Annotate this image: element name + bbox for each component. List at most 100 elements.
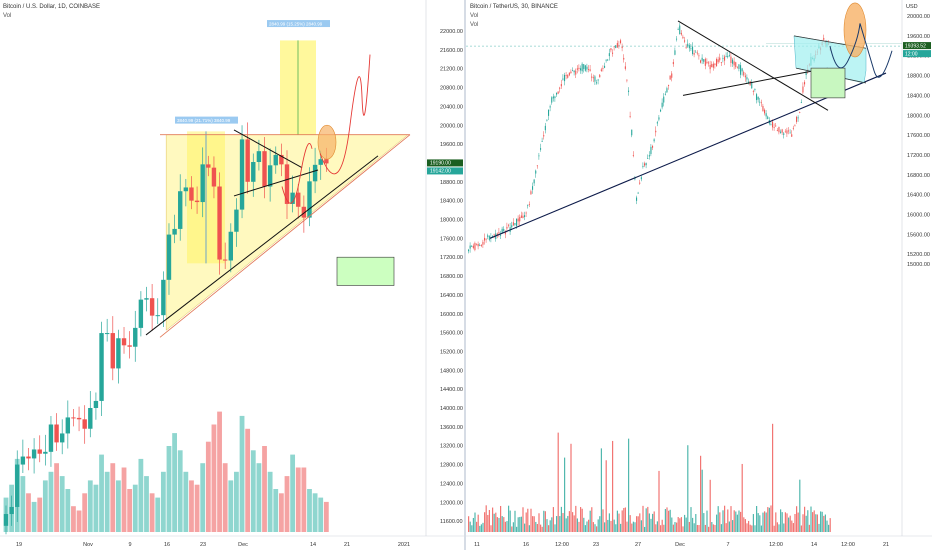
volume-bar	[631, 523, 633, 532]
volume-bar	[474, 512, 476, 532]
candle-body	[549, 106, 551, 108]
left-price-tick: 17200.00	[440, 255, 463, 261]
right-time-tick: 14	[811, 542, 817, 548]
candle-body	[754, 89, 756, 90]
volume-bar	[692, 517, 694, 532]
candle-body	[522, 215, 524, 218]
volume-bar	[762, 512, 764, 532]
volume-bar	[26, 493, 31, 532]
volume-bar	[788, 517, 790, 532]
volume-bar	[149, 493, 155, 532]
candle-body	[484, 237, 486, 241]
candle-body	[536, 165, 538, 167]
candle-body	[607, 59, 609, 61]
candle-body	[26, 456, 31, 459]
volume-bar	[636, 516, 638, 532]
candle-body	[612, 52, 614, 54]
volume-bar	[589, 510, 591, 532]
volume-bar	[160, 471, 166, 532]
volume-bar	[700, 455, 702, 532]
volume-bar	[552, 507, 554, 532]
volume-bar	[596, 526, 598, 532]
candle-body	[738, 64, 740, 69]
volume-bar	[645, 508, 647, 532]
volume-bar	[765, 512, 767, 532]
breakout-ellipse	[843, 2, 867, 58]
candle-body	[708, 62, 710, 64]
candle-body	[474, 243, 476, 250]
right-time-tick: 16	[523, 542, 529, 548]
volume-bar	[727, 509, 729, 532]
volume-bar	[262, 446, 267, 532]
candle-body	[596, 82, 598, 84]
candle-body	[788, 130, 790, 132]
volume-bar	[564, 457, 566, 532]
candle-body	[65, 417, 71, 434]
candle-body	[245, 139, 250, 182]
volume-bar	[698, 525, 700, 532]
volume-bar	[668, 510, 670, 532]
volume-bar	[239, 415, 245, 532]
left-price-tick: 21600.00	[440, 48, 463, 54]
candle-body	[703, 59, 705, 62]
pane-divider[interactable]	[464, 0, 466, 550]
candle-body	[592, 77, 594, 79]
candle-body	[20, 456, 26, 465]
volume-bar	[682, 526, 684, 532]
volume-bar	[554, 524, 556, 532]
volume-bar	[110, 463, 116, 532]
candle-body	[751, 82, 753, 89]
candle-body	[540, 148, 542, 150]
volume-bar	[650, 518, 652, 532]
left-price-tick: 14000.00	[440, 406, 463, 412]
left-price-tick: 19600.00	[440, 142, 463, 148]
volume-bar	[524, 523, 526, 532]
right-price-tick: 20000.00	[907, 14, 930, 20]
volume-bar	[104, 471, 110, 532]
candle-body	[693, 53, 695, 55]
candle-body	[719, 57, 721, 61]
volume-bar	[704, 524, 706, 532]
volume-bar	[87, 480, 93, 532]
volume-bar	[512, 522, 514, 532]
right-chart-pane[interactable]: Bitcoin / TetherUS, 30, BINANCE Vol Vol …	[466, 0, 932, 550]
candle-body	[605, 59, 607, 61]
left-time-tick: 14	[310, 542, 316, 548]
candle-body	[573, 70, 575, 73]
candle-body	[557, 91, 559, 94]
candle-body	[262, 151, 267, 187]
volume-bar	[612, 440, 614, 532]
candle-body	[764, 109, 766, 114]
left-price-badge-bg	[427, 167, 463, 175]
left-chart-pane[interactable]: Bitcoin / U.S. Dollar, 1D, COINBASE Vol …	[0, 0, 464, 550]
candle-body	[533, 179, 535, 184]
candle-body	[644, 163, 646, 166]
volume-bar	[807, 510, 809, 532]
candle-body	[602, 68, 604, 70]
volume-bar	[234, 471, 239, 532]
candle-body	[709, 64, 711, 70]
left-price-badge: 19190.00	[430, 161, 451, 167]
volume-bar	[42, 480, 48, 532]
candle-body	[735, 62, 737, 68]
candle-body	[623, 57, 625, 60]
volume-bar	[647, 506, 649, 532]
candle-body	[586, 66, 588, 70]
right-price-tick: 16800.00	[907, 173, 930, 179]
volume-bar	[642, 505, 644, 532]
candle-body	[493, 234, 495, 236]
volume-bar	[205, 441, 211, 532]
candle-body	[725, 56, 727, 58]
right-time-tick: 12:00	[555, 542, 569, 548]
candle-body	[696, 52, 698, 54]
left-price-chart[interactable]: 22000.00 21600.00 21200.00 20800.00 20400.00…	[0, 0, 464, 550]
right-price-chart[interactable]: USD20000.0019600.0019200.0018800.0018400…	[466, 0, 932, 550]
candle-body	[717, 59, 719, 63]
left-price-badge: 19142.00	[430, 169, 451, 175]
candle-body	[256, 151, 262, 163]
candle-body	[794, 125, 796, 127]
volume-bar	[472, 517, 474, 532]
candle-body	[671, 73, 673, 78]
volume-bar	[695, 514, 697, 532]
volume-bar	[578, 521, 580, 532]
